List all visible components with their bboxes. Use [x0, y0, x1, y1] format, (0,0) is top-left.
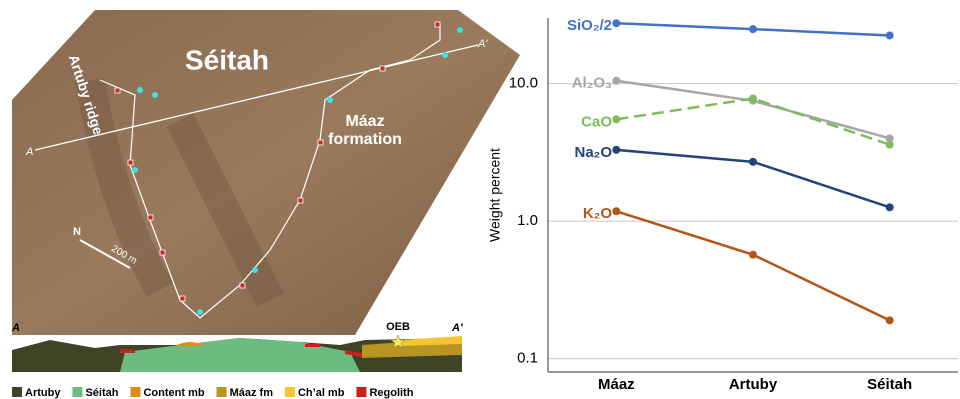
site-star: [390, 334, 406, 349]
data-point: [749, 25, 757, 34]
map-title: Séitah: [185, 44, 269, 75]
data-point: [749, 250, 757, 259]
formation-label: Máaz: [345, 113, 384, 130]
legend-swatch: [356, 387, 367, 397]
series-line: [616, 97, 891, 146]
y-tick-label: 0.1: [517, 350, 538, 367]
data-point: [612, 207, 621, 216]
data-point: [749, 94, 757, 103]
legend-swatch: [72, 387, 83, 397]
data-point: [612, 76, 621, 85]
legend-label: Séitah: [85, 387, 118, 399]
section-content: [175, 342, 205, 346]
x-tick-label: Artuby: [729, 376, 778, 393]
abrasion-markers: [132, 27, 463, 315]
data-point: [885, 140, 894, 149]
section-end: A′: [451, 322, 464, 334]
scale-bar: [79, 239, 131, 269]
x-tick-label: Séitah: [867, 376, 912, 393]
terrain-shade: [75, 77, 284, 307]
rover-traverse: [99, 25, 441, 319]
legend-label: Ch’al mb: [298, 387, 345, 399]
y-axis-title: Weight percent: [487, 148, 503, 242]
legend-swatch: [216, 387, 227, 397]
series-label: SiO₂/2: [567, 17, 612, 34]
data-point: [885, 31, 894, 40]
data-point: [612, 19, 621, 28]
north-arrow: N: [73, 226, 81, 238]
transect-start: A: [25, 146, 33, 158]
legend-label: Content mb: [143, 387, 204, 399]
section-seitah: [120, 338, 360, 372]
x-tick-label: Máaz: [598, 376, 635, 393]
series-label: CaO: [581, 113, 612, 130]
legend-swatch: [130, 387, 141, 397]
y-tick-label: 1.0: [517, 212, 538, 229]
data-point: [885, 316, 894, 325]
section-start: A: [11, 322, 20, 334]
section-chal: [400, 336, 462, 346]
legend-label: Regolith: [369, 387, 413, 399]
legend-label: Artuby: [25, 387, 61, 399]
legend-swatch: [284, 387, 295, 397]
sample-markers: [114, 21, 441, 302]
series-label: Al₂O₃: [572, 75, 612, 92]
data-point: [612, 115, 621, 124]
site-label: OEB: [386, 321, 410, 333]
series-label: K₂O: [583, 205, 612, 222]
transect-line: [34, 44, 479, 151]
y-tick-label: 10.0: [509, 75, 538, 92]
data-point: [612, 145, 621, 154]
legend-label: Máaz fm: [230, 387, 274, 399]
data-point: [885, 203, 894, 212]
data-point: [749, 157, 757, 166]
series-label: Na₂O: [574, 144, 612, 161]
series-line: [615, 210, 891, 322]
formation-label: formation: [328, 131, 402, 148]
data-point: [885, 134, 894, 143]
transect-end: A′: [477, 38, 488, 50]
legend-swatch: [12, 387, 22, 397]
